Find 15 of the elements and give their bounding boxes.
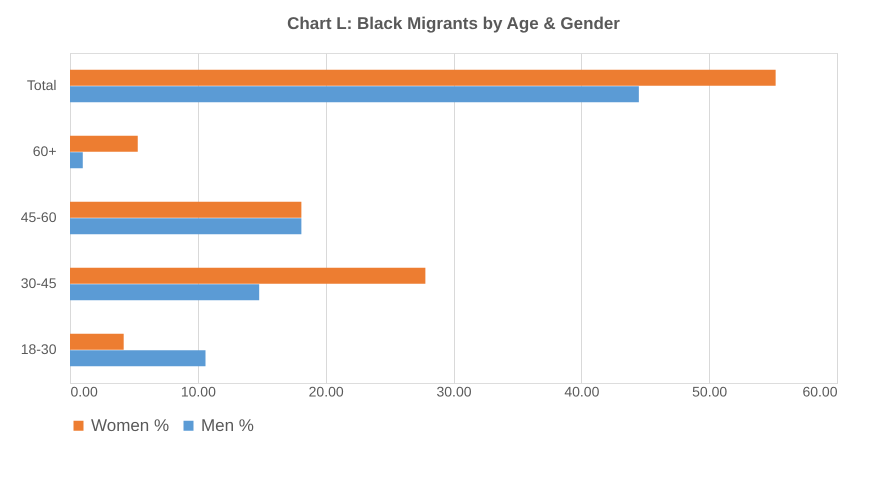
y-tick-label: 60+ [32,143,56,159]
x-tick-label: 10.00 [180,384,216,400]
legend-label: Men % [201,416,254,435]
x-tick-label: 0.00 [70,384,98,400]
x-tick-label: 40.00 [564,384,600,400]
x-tick-label: 50.00 [692,384,728,400]
y-tick-label: 18-30 [20,341,57,357]
x-tick-label: 20.00 [308,384,344,400]
y-tick-label: Total [26,77,56,93]
x-tick-label: 30.00 [436,384,472,400]
chart-title: Chart L: Black Migrants by Age & Gender [287,14,620,33]
y-tick-label: 45-60 [20,209,57,225]
x-tick-label: 60.00 [802,384,838,400]
legend-label: Women % [91,416,170,435]
y-tick-label: 30-45 [20,275,57,291]
